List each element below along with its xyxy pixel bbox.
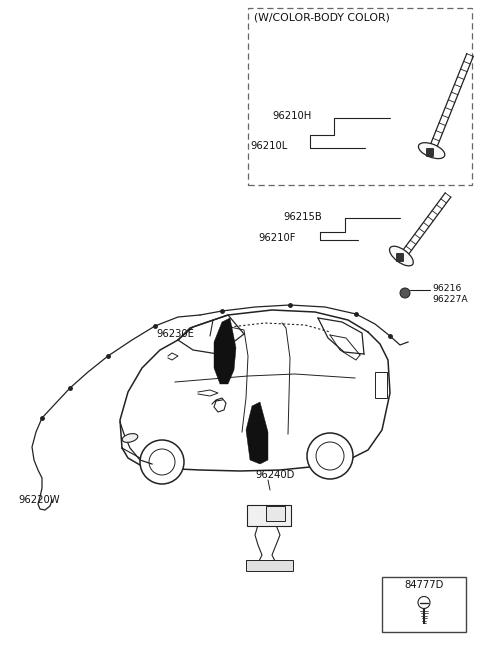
Circle shape [400,288,410,298]
Text: 96210L: 96210L [250,141,287,151]
Text: 96216: 96216 [432,283,461,293]
FancyBboxPatch shape [265,505,285,521]
Circle shape [307,433,353,479]
Polygon shape [246,402,268,464]
Circle shape [149,449,175,475]
FancyBboxPatch shape [382,577,466,632]
Text: 96240D: 96240D [255,470,294,480]
Text: 84777D: 84777D [404,580,444,590]
Ellipse shape [122,434,138,442]
Text: 96215B: 96215B [283,212,322,222]
FancyBboxPatch shape [245,559,292,571]
Text: (W/COLOR-BODY COLOR): (W/COLOR-BODY COLOR) [254,12,390,22]
Text: 96227A: 96227A [432,295,468,303]
Circle shape [316,442,344,470]
Text: 96210H: 96210H [272,111,311,121]
FancyBboxPatch shape [247,505,291,526]
Ellipse shape [419,143,445,159]
Polygon shape [214,318,236,384]
Text: 96220W: 96220W [18,495,60,505]
FancyBboxPatch shape [375,372,387,398]
FancyBboxPatch shape [396,253,404,261]
Text: 96230E: 96230E [156,329,194,339]
Text: 96210F: 96210F [258,233,296,243]
FancyBboxPatch shape [427,148,433,156]
Ellipse shape [389,246,413,266]
Circle shape [140,440,184,484]
Circle shape [418,597,430,608]
